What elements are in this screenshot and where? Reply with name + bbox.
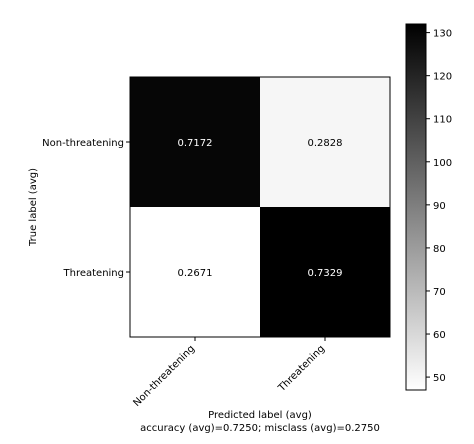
colorbar-tick-label: 110 <box>433 115 452 126</box>
cell-value-label: 0.7329 <box>308 268 343 279</box>
x-axis-label: Predicted label (avg) <box>208 410 312 421</box>
cell-value-label: 0.2828 <box>308 138 343 149</box>
accuracy-summary: accuracy (avg)=0.7250; misclass (avg)=0.… <box>140 423 380 434</box>
colorbar-tick-label: 100 <box>433 158 452 169</box>
colorbar-tick-label: 120 <box>433 72 452 83</box>
colorbar-ticks: 50 60 70 80 90 100 110 120 130 <box>426 29 452 384</box>
colorbar-tick-label: 80 <box>433 244 446 255</box>
plot-frame <box>129 76 391 338</box>
colorbar-tick-label: 130 <box>433 29 452 40</box>
x-tick-label: Threatening <box>276 343 327 394</box>
heatmap-cell <box>260 207 390 337</box>
colorbar-tick-label: 50 <box>433 373 446 384</box>
y-tick-label: Threatening <box>63 268 125 279</box>
heatmap-cell <box>260 77 390 207</box>
x-tick-label: Non-threatening <box>131 343 197 409</box>
colorbar-tick-label: 60 <box>433 330 446 341</box>
colorbar-tick-label: 70 <box>433 287 446 298</box>
heatmap-cell <box>130 77 260 207</box>
heatmap-cells: 0.7172 0.2828 0.2671 0.7329 <box>130 77 390 337</box>
y-tick-label: Non-threatening <box>42 138 124 149</box>
heatmap-cell <box>130 207 260 337</box>
colorbar <box>405 23 427 391</box>
colorbar-tick-label: 90 <box>433 201 446 212</box>
y-axis-label: True label (avg) <box>28 168 39 247</box>
cell-value-label: 0.7172 <box>178 138 213 149</box>
cell-value-label: 0.2671 <box>178 268 213 279</box>
